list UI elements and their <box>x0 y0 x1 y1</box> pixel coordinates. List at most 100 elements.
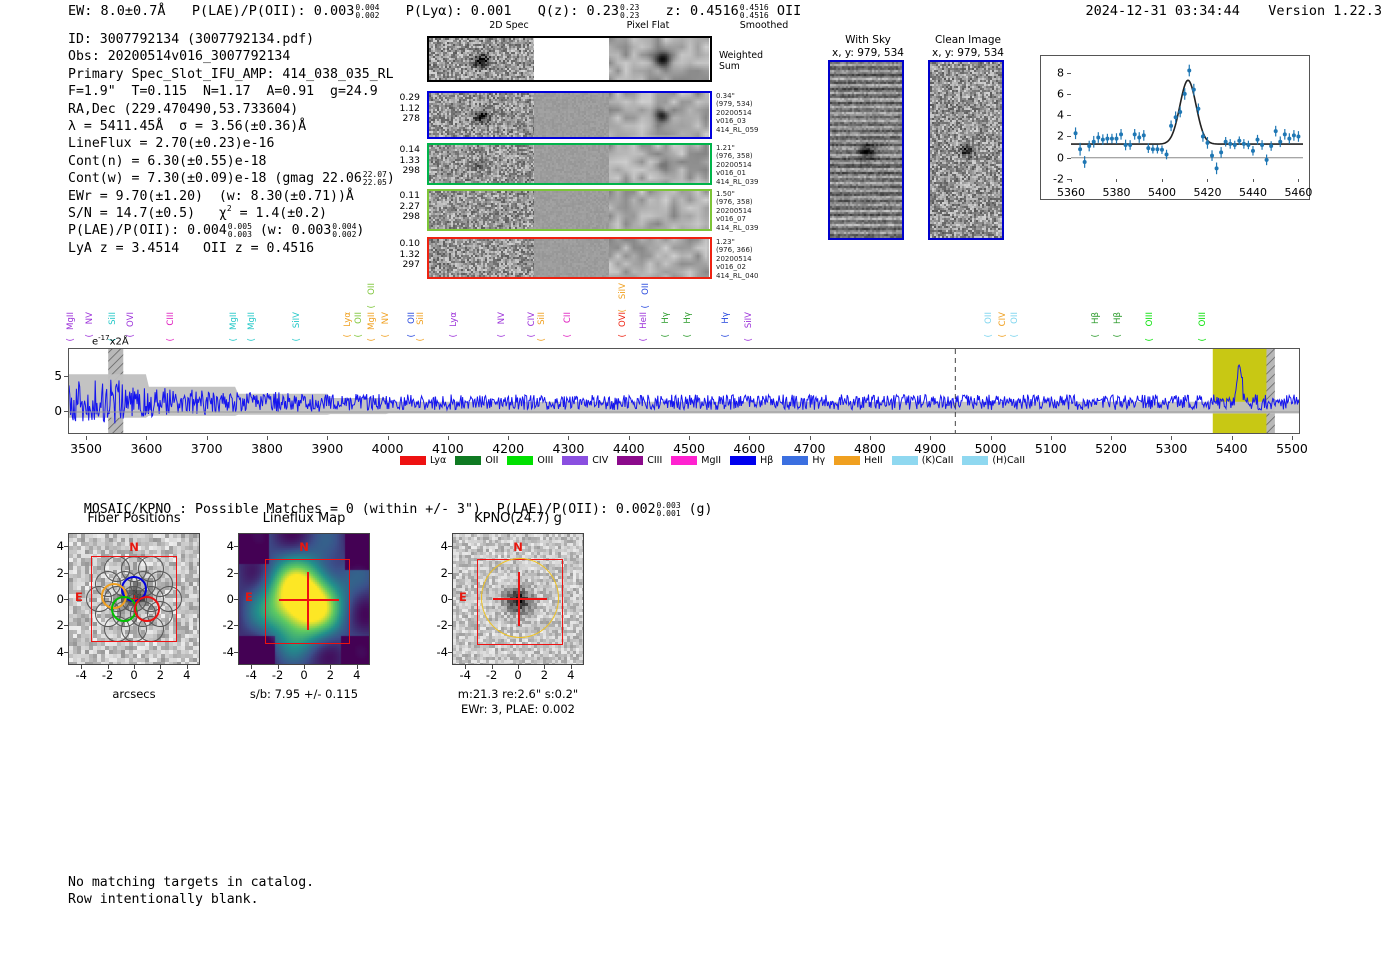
panel-y-tick <box>64 625 68 627</box>
header-qz-value: 0.23 <box>586 3 620 19</box>
cutout-title: With Sky x, y: 979, 534 <box>788 34 948 59</box>
fit-x-tick <box>1207 179 1209 182</box>
spectrum-y-tick-label: 5 <box>54 369 62 383</box>
compass-east: E <box>75 590 83 604</box>
panel-x-tick-label: 2 <box>326 668 335 682</box>
panel-x-tick <box>330 665 332 669</box>
fit-y-tick-label: 4 <box>1057 108 1064 122</box>
spectrum-x-tick-label: 4100 <box>431 441 464 456</box>
panel-x-tick <box>304 665 305 669</box>
spectrum-line-label: Lyα <box>448 312 459 327</box>
header-z-errors: 0.4516 0.4516 <box>739 3 769 20</box>
panel-y-tick-label: 2 <box>226 565 234 580</box>
panel-x-tick-label: -2 <box>101 668 114 682</box>
legend-label: OII <box>485 455 499 466</box>
spectrum-line-bracket: ( <box>617 309 628 313</box>
spectrum-x-tick-label: 4300 <box>552 441 585 456</box>
fit-x-tick <box>1071 179 1072 182</box>
panel-x-tick-label: 4 <box>353 668 361 682</box>
header-qz-label: Q(z): <box>537 3 579 19</box>
legend-swatch <box>617 456 644 465</box>
spectrum-x-tick <box>1291 436 1293 440</box>
panel-y-tick-label: 0 <box>56 592 64 606</box>
spectrum-line-label: NV <box>497 312 508 325</box>
spec2d-column-title-0: 2D Spec <box>489 20 529 31</box>
panel-caption: m:21.3 re:2.6" s:0.2" <box>457 687 579 701</box>
spectrum-x-tick <box>689 436 691 440</box>
fit-y-tick <box>1067 179 1071 180</box>
spectrum-x-axis: 3500 3600 3700 3800 3900 4000 4100 4200 4300 4400… <box>68 436 1308 456</box>
spectrum-x-tick <box>327 436 329 440</box>
spectrum-line-label: CII <box>563 312 574 324</box>
center-marker: + <box>131 591 139 605</box>
panel-x-tick <box>107 665 109 669</box>
spectrum-x-tick-label: 4600 <box>733 441 766 456</box>
spectrum-line-bracket: ( <box>1113 334 1124 338</box>
legend-item: Hγ <box>782 455 825 466</box>
spec2d-row-left-label: 0.29 1.12 278 <box>399 92 420 124</box>
spectrum-line-bracket: ( <box>165 338 176 342</box>
spectrum-line-bracket: ( <box>292 338 303 342</box>
fit-y-tick <box>1067 93 1071 95</box>
spectrum-x-tick <box>206 436 208 440</box>
image-panel-canvas[interactable]: + N E <box>68 533 200 665</box>
legend-swatch <box>782 456 809 465</box>
spectrum-line-label: SiIV <box>744 312 755 329</box>
spectrum-y-tick-label: 0 <box>54 404 62 418</box>
spectrum-line-bracket: ( <box>343 334 354 338</box>
panel-x-tick-label: -2 <box>485 668 498 682</box>
footer-line-1: No matching targets in catalog. <box>68 875 315 890</box>
fit-y-tick <box>1067 115 1071 117</box>
spectrum-line-bracket: ( <box>381 334 392 338</box>
footer-line-2: Row intentionally blank. <box>68 892 259 908</box>
spectrum-line-label: SiII <box>108 312 119 325</box>
crosshair-horizontal <box>493 598 547 600</box>
spectrum-x-tick-label: 3800 <box>251 441 283 456</box>
spec2d-column-title-2: Smoothed <box>739 20 789 31</box>
mosaic-errors: 0.003 0.001 <box>656 501 681 518</box>
header-plae-label: P(LAE)/P(OII): <box>191 3 306 19</box>
panel-x-tick <box>570 665 572 669</box>
legend-swatch <box>507 456 534 465</box>
header-plya: P(Lyα): 0.001 <box>405 3 512 19</box>
spectrum-x-tick <box>1231 436 1233 440</box>
spectrum-line-bracket: ( <box>640 305 651 309</box>
panel-y-tick-label: 4 <box>56 539 64 554</box>
spec2d-fiber-row <box>427 237 712 279</box>
spectrum-line-label: MgII <box>228 312 239 330</box>
spec2d-fiber-row <box>427 189 712 231</box>
cutout-image <box>928 60 1004 240</box>
spectrum-line-label: OIII <box>1197 312 1208 327</box>
spectrum-line-label: OIII <box>1145 312 1156 327</box>
panel-x-tick-label: 0 <box>300 668 308 682</box>
panel-x-tick <box>186 665 188 669</box>
spectrum-line-label: OII <box>367 283 378 295</box>
panel-x-tick-label: -4 <box>459 668 471 682</box>
spectrum-x-tick-label: 4900 <box>914 441 947 456</box>
panel-y-tick <box>64 651 68 653</box>
spectrum-line-bracket: ( <box>497 334 508 338</box>
spectrum-line-label: Lyα <box>343 312 354 327</box>
legend-item: CIV <box>562 455 608 466</box>
panel-y-tick <box>234 625 238 627</box>
spectrum-x-tick-label: 3600 <box>130 441 163 456</box>
legend-item: (H)CaII <box>962 455 1025 466</box>
spectrum-x-tick <box>1111 436 1113 440</box>
legend-label: CIV <box>592 455 609 466</box>
full-spectrum-plot: e-17x2Å <box>68 334 1300 434</box>
header-z-label: z: <box>665 3 682 19</box>
panel-x-tick-label: 0 <box>514 668 522 682</box>
spectrum-line-bracket: ( <box>66 338 77 342</box>
spectrum-line-label: MgII <box>66 312 77 330</box>
panel-y-tick <box>448 546 452 548</box>
mosaic-text: MOSAIC/KPNO : Possible Matches = 0 (with… <box>83 502 656 517</box>
panel-x-tick <box>544 665 546 669</box>
spectrum-x-tick <box>387 436 389 440</box>
info-obs: Obs: 20200514v016_3007792134 <box>68 49 291 65</box>
spectrum-line-label: Hβ <box>1113 312 1124 324</box>
spectrum-line-label: SiII <box>536 312 547 325</box>
fit-y-tick-label: 6 <box>1057 87 1064 101</box>
fit-y-tick-label: -2 <box>1053 172 1064 186</box>
